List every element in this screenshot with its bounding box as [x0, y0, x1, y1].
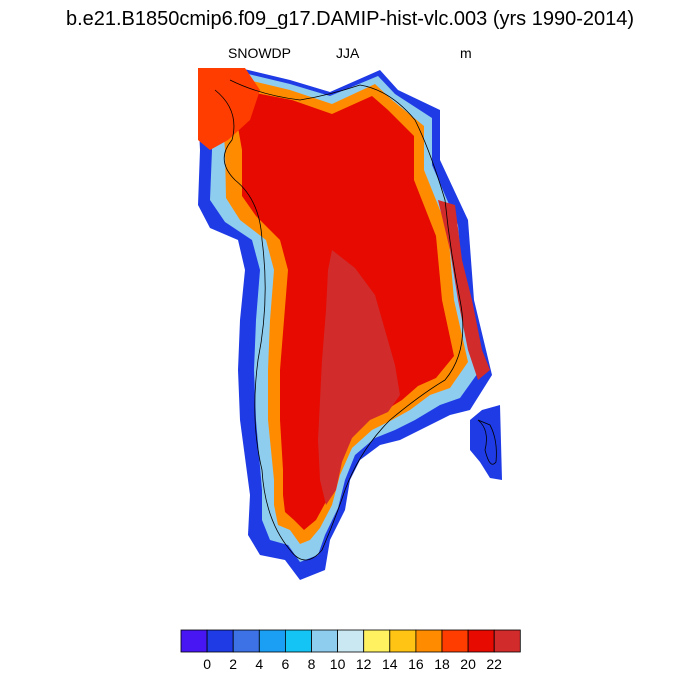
colorbar-tick-label: 22 [486, 656, 502, 672]
interior-darkred [318, 250, 400, 505]
colorbar-swatch-4 [284, 629, 312, 653]
colorbar-tick-label: 4 [255, 656, 264, 672]
colorbar-swatch-9 [415, 629, 443, 653]
colorbar-tick-label: 18 [434, 656, 450, 672]
colorbar-tick-label: 0 [203, 656, 211, 672]
colorbar-swatch-6 [337, 629, 365, 653]
colorbar-swatch-0 [180, 629, 208, 653]
colorbar-tick-label: 8 [307, 656, 316, 672]
colorbar-tick-label: 14 [382, 656, 398, 672]
season-label: JJA [336, 45, 360, 61]
variable-label: SNOWDP [228, 45, 291, 61]
colorbar-swatch-5 [311, 629, 339, 653]
colorbar-swatch-10 [441, 629, 469, 653]
colorbar-swatch-2 [232, 629, 260, 653]
colorbar-tick-label: 2 [229, 656, 238, 672]
colorbar-tick-label: 6 [281, 656, 290, 672]
colorbar-swatch-3 [258, 629, 286, 653]
colorbar-swatch-11 [467, 629, 495, 653]
northwest-red-patch [198, 68, 260, 150]
colorbar-tick-label: 12 [355, 656, 372, 672]
colorbar-tick-label: 20 [460, 656, 476, 672]
colorbar-tick-label: 16 [408, 656, 424, 672]
colorbar-tick-label: 10 [329, 656, 346, 672]
colorbar-swatch-8 [389, 629, 417, 653]
colorbar-swatch-12 [493, 629, 521, 653]
east-coast-strip [438, 200, 490, 380]
colorbar-swatch-1 [206, 629, 234, 653]
colorbar [180, 629, 521, 653]
coastline [214, 79, 464, 561]
units-label: m [460, 45, 472, 61]
map-title: b.e21.B1850cmip6.f09_g17.DAMIP-hist-vlc.… [65, 8, 635, 30]
colorbar-swatch-7 [363, 629, 391, 653]
island-coastline [477, 419, 497, 465]
